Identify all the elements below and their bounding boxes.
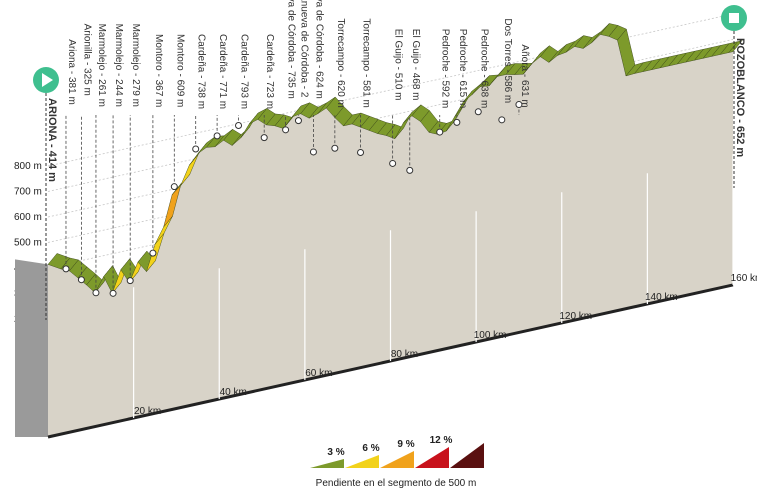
waypoint-dot [109,289,117,297]
waypoint-label: Marmolejo - 244 m [113,24,124,107]
waypoint-dot [170,183,178,191]
y-tick-label: 500 m [14,238,42,249]
waypoint-dot [309,148,317,156]
waypoint-label: Villanueva de Córdoba - 735 m [286,0,297,99]
finish-marker: POZOBLANCO - 652 m [721,5,747,188]
waypoint-dot [389,159,397,167]
waypoint-dot [515,101,523,109]
waypoint-dot [282,126,290,134]
waypoint-dot [213,132,221,140]
waypoint-label: Villanueva de Córdoba - 2 [298,0,309,98]
waypoint-label: Marmolejo - 279 m [130,24,141,107]
waypoint-dot [126,277,134,285]
waypoint-dot [294,117,302,125]
x-tick-label: 40 km [220,387,247,398]
waypoint-dot [453,118,461,126]
x-tick-label: 60 km [305,368,332,379]
waypoint-label: Pedroche - 592 m [440,29,451,109]
waypoint-label: Pedroche - 638 m [478,29,489,109]
waypoint-label: Cardeña - 771 m [217,34,228,109]
y-tick-label: 700 m [14,187,42,198]
waypoint-label: Villanueva de Córdoba - 624 m [313,0,324,99]
x-tick-label: 140 km [645,292,678,303]
legend-label: 3 % [327,447,344,458]
start-location-label: ARIONA - 414 m [46,98,58,182]
waypoint-dot [260,134,268,142]
waypoint-label: Torrecampo - 620 m [335,18,346,107]
waypoints: Ariona - 381 m Arionilla - 325 m Marmolejo… [62,0,530,297]
waypoint-dot [77,276,85,284]
legend-label: 12 % [430,435,453,446]
y-tick-label: 600 m [14,212,42,223]
x-tick-label: 20 km [134,406,161,417]
play-triangle-icon [42,73,53,87]
waypoint-label: Arionilla - 325 m [81,24,92,96]
waypoint-label: Pedroche - 615 m [457,29,468,109]
waypoint-label: Añora - 631 m [519,44,530,107]
waypoint-dot [474,108,482,116]
waypoint-dot [92,289,100,297]
legend-swatch [415,447,449,468]
waypoint-label: Dos Torres - 586 m [502,18,513,103]
legend-swatch [310,459,344,468]
x-tick-label: 160 km [731,273,757,284]
waypoint-label: Montoro - 367 m [153,34,164,107]
waypoint-label: El Guijo - 510 m [393,29,404,101]
waypoint-dot [62,265,70,273]
waypoint-dot [406,166,414,174]
x-axis: 20 km 40 km 60 km 80 km 100 km 120 km 140 km 16… [47,154,757,439]
waypoint-dot [331,144,339,152]
waypoint-label: Montoro - 609 m [174,34,185,107]
profile-segment [728,40,743,53]
waypoint-dot [149,249,157,257]
waypoint-label: Cardeña - 723 m [264,34,275,109]
waypoint-dot [235,121,243,129]
left-wall [15,259,48,437]
x-tick-label: 120 km [559,311,592,322]
waypoint-label: Marmolejo - 261 m [96,24,107,107]
legend-swatch [380,451,414,468]
legend-swatch [450,443,484,468]
waypoint-label: Cardeña - 793 m [239,34,250,109]
y-tick-label: 800 m [14,161,42,172]
legend-caption: Pendiente en el segmento de 500 m [316,478,477,489]
waypoint-label: Cardeña - 738 m [196,34,207,109]
finish-location-label: POZOBLANCO - 652 m [734,38,746,157]
waypoint-dot [436,128,444,136]
legend-swatch [345,455,379,468]
waypoint-dot [357,148,365,156]
x-tick-label: 80 km [391,349,418,360]
waypoint-dot [498,116,506,124]
start-marker: ARIONA - 414 m [33,67,59,320]
waypoint-dot [192,145,200,153]
legend-label: 6 % [362,443,379,454]
waypoint-label: Torrecampo - 581 m [361,18,372,107]
legend-label: 9 % [397,439,414,450]
finish-square-icon [729,13,739,23]
x-tick-label: 100 km [474,330,507,341]
gradient-legend: 3 % 6 % 9 % 12 % [310,435,484,468]
waypoint-label: El Guijo - 468 m [410,29,421,101]
waypoint-label: Ariona - 381 m [66,39,77,105]
